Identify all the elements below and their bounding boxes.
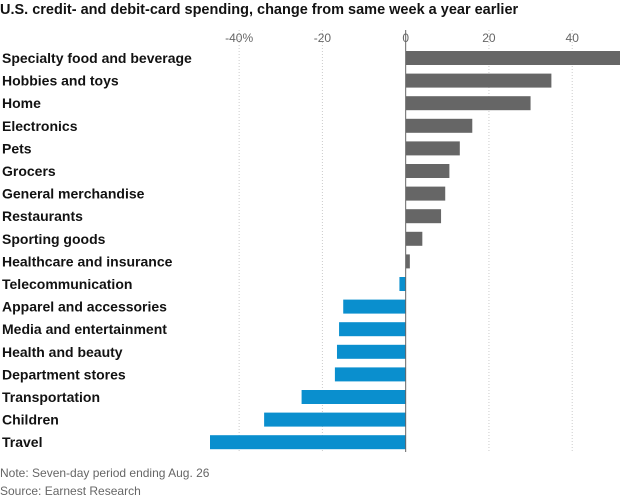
bar (405, 254, 410, 269)
bar (399, 277, 406, 291)
bar (405, 96, 531, 111)
category-label: Apparel and accessories (2, 299, 167, 315)
chart-title: U.S. credit- and debit-card spending, ch… (0, 2, 519, 18)
category-label: Children (2, 412, 59, 428)
bar (334, 367, 406, 382)
category-label: Health and beauty (2, 344, 123, 360)
category-label: Sporting goods (2, 231, 106, 247)
bar (339, 322, 406, 337)
x-axis-ticks: -40%-2002040 (225, 31, 579, 45)
category-label: Media and entertainment (2, 321, 167, 337)
category-label: Restaurants (2, 208, 83, 224)
category-label: General merchandise (2, 186, 145, 202)
category-label: Travel (2, 434, 42, 450)
category-label: Department stores (2, 366, 126, 382)
category-label: Specialty food and beverage (2, 50, 192, 66)
x-tick-label: 20 (482, 31, 496, 45)
bar (264, 412, 406, 427)
note-text: Note: Seven-day period ending Aug. 26 (0, 466, 210, 480)
x-tick-label: 40 (566, 31, 580, 45)
bar (405, 231, 423, 246)
category-labels: Specialty food and beverage Hobbies and t… (2, 50, 192, 450)
bars (210, 51, 620, 450)
category-label: Pets (2, 140, 32, 156)
bar (405, 73, 552, 88)
bar (210, 435, 406, 450)
category-label: Home (2, 95, 41, 111)
gridlines (238, 30, 573, 452)
category-label: Hobbies and toys (2, 73, 119, 89)
x-tick-label: -40% (225, 31, 253, 45)
bar (405, 164, 450, 178)
bar (336, 344, 406, 359)
category-label: Healthcare and insurance (2, 253, 173, 269)
source-text: Source: Earnest Research (0, 484, 141, 498)
bar (301, 390, 406, 404)
category-label: Telecommunication (2, 276, 132, 292)
bar (405, 186, 446, 201)
bar (343, 299, 406, 314)
category-label: Electronics (2, 118, 78, 134)
category-label: Transportation (2, 389, 100, 405)
bar (405, 209, 442, 224)
category-label: Grocers (2, 163, 56, 179)
bar (405, 51, 620, 65)
bar (405, 141, 460, 156)
bar (405, 118, 473, 133)
x-tick-label: -20 (314, 31, 332, 45)
